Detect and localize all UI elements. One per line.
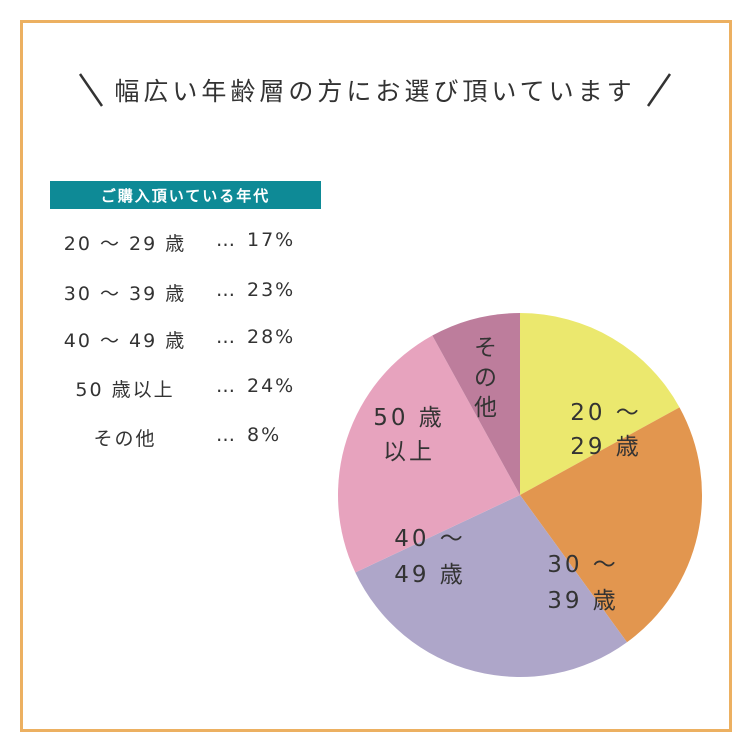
pie-slice bbox=[432, 313, 520, 495]
legend-title: ご購入頂いている年代 bbox=[50, 181, 321, 209]
pie-slice bbox=[355, 495, 627, 678]
legend-category: 20 〜 29 歳 bbox=[63, 233, 187, 255]
slice-label: 49 歳 bbox=[394, 562, 466, 588]
headline: 幅広い年齢層の方にお選び頂いています bbox=[55, 68, 695, 112]
legend-category: その他 bbox=[93, 428, 157, 450]
legend-category: 30 〜 39 歳 bbox=[63, 283, 187, 305]
legend-value: … 17% bbox=[216, 229, 295, 251]
legend-category: 40 〜 49 歳 bbox=[63, 330, 187, 352]
legend-percent: 24% bbox=[247, 375, 296, 397]
pie-slice bbox=[520, 312, 680, 495]
legend-category: 50 歳以上 bbox=[75, 379, 175, 401]
legend-dots: … bbox=[216, 229, 235, 251]
legend-row: その他 … 8% bbox=[50, 424, 325, 454]
slice-label: 30 〜 bbox=[547, 552, 619, 578]
legend-percent: 8% bbox=[247, 424, 282, 446]
slice-label-char: そ bbox=[474, 335, 500, 361]
legend-row: 20 〜 29 歳 … 17% bbox=[50, 229, 325, 259]
slice-label-char: 他 bbox=[474, 395, 500, 421]
outer-frame bbox=[20, 20, 732, 732]
legend-percent: 17% bbox=[247, 229, 296, 251]
slice-label: 以上 bbox=[383, 439, 435, 465]
legend-row: 30 〜 39 歳 … 23% bbox=[50, 279, 325, 309]
slice-label: 20 〜 bbox=[570, 400, 642, 426]
slice-label: 40 〜 bbox=[394, 526, 466, 552]
slice-label: 50 歳 bbox=[373, 405, 445, 431]
slash-decoration-icon bbox=[646, 73, 671, 107]
legend-value: … 23% bbox=[216, 279, 295, 301]
legend-row: 40 〜 49 歳 … 28% bbox=[50, 326, 325, 356]
legend-dots: … bbox=[216, 424, 235, 446]
slice-label-char: の bbox=[474, 365, 500, 391]
legend-row: 50 歳以上 … 24% bbox=[50, 375, 325, 405]
legend-percent: 23% bbox=[247, 279, 296, 301]
pie-slice bbox=[337, 335, 520, 573]
slice-label: 29 歳 bbox=[570, 434, 642, 460]
backslash-decoration-icon bbox=[79, 73, 104, 107]
legend-value: … 28% bbox=[216, 326, 295, 348]
slice-label: 39 歳 bbox=[547, 588, 619, 614]
headline-text: 幅広い年齢層の方にお選び頂いています bbox=[114, 77, 636, 106]
pie-slice bbox=[520, 407, 703, 643]
legend-dots: … bbox=[216, 375, 235, 397]
legend-dots: … bbox=[216, 326, 235, 348]
legend-dots: … bbox=[216, 279, 235, 301]
legend-value: … 8% bbox=[216, 424, 281, 446]
legend-percent: 28% bbox=[247, 326, 296, 348]
legend-value: … 24% bbox=[216, 375, 295, 397]
